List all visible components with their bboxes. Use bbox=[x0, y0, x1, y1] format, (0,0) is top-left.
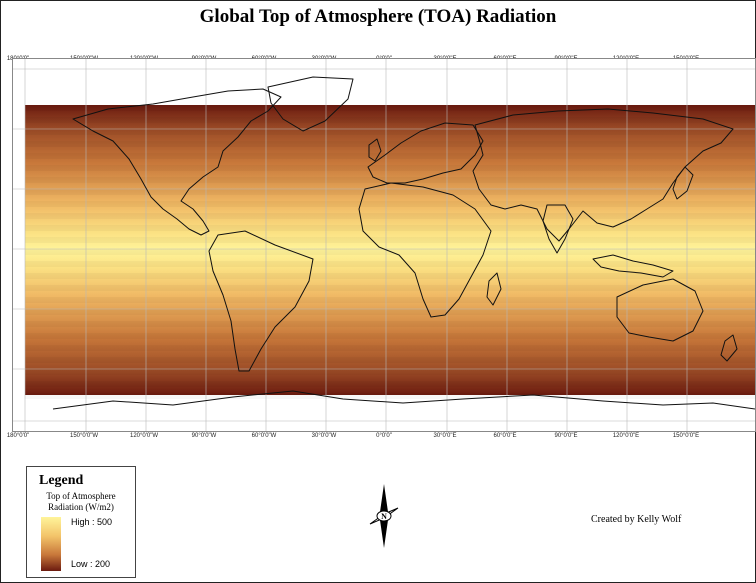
bottom-lon-label: 120°0'0"E bbox=[612, 433, 640, 439]
raster-band bbox=[25, 213, 755, 219]
raster-band bbox=[25, 297, 755, 303]
raster-band bbox=[25, 249, 755, 255]
raster-band bbox=[25, 393, 755, 399]
raster-band bbox=[25, 117, 755, 123]
japan-outline bbox=[672, 166, 694, 200]
raster-band bbox=[25, 357, 755, 363]
bottom-lon-label: 30°0'0"W bbox=[311, 433, 337, 439]
graticule bbox=[13, 59, 755, 431]
bottom-lon-label: 90°0'0"E bbox=[554, 433, 578, 439]
radiation-raster bbox=[25, 105, 755, 395]
antarctica-outline bbox=[52, 390, 756, 410]
asia-outline bbox=[472, 108, 734, 242]
madagascar-outline bbox=[486, 272, 502, 306]
raster-band bbox=[25, 345, 755, 351]
south-america-outline bbox=[208, 230, 314, 372]
uk-outline bbox=[368, 138, 382, 162]
raster-band bbox=[25, 321, 755, 327]
raster-band bbox=[25, 189, 755, 195]
bottom-lon-label: 0°0'0" bbox=[376, 433, 392, 439]
raster-band bbox=[25, 237, 755, 243]
indonesia-outline bbox=[592, 254, 674, 278]
raster-band bbox=[25, 201, 755, 207]
bottom-lon-label: 180°0'0" bbox=[6, 433, 30, 439]
raster-band bbox=[25, 225, 755, 231]
new-zealand-outline bbox=[720, 334, 738, 362]
bottom-lon-label: 150°0'0"W bbox=[69, 433, 99, 439]
bottom-lon-label: 30°0'0"E bbox=[433, 433, 457, 439]
raster-band bbox=[25, 309, 755, 315]
raster-band bbox=[25, 153, 755, 159]
north-america-outline bbox=[72, 88, 282, 236]
raster-band bbox=[25, 381, 755, 387]
map-title: Global Top of Atmosphere (TOA) Radiation bbox=[199, 6, 557, 27]
legend-box: Legend Top of Atmosphere Radiation (W/m2… bbox=[26, 466, 136, 578]
bottom-lon-label: 90°0'0"W bbox=[191, 433, 217, 439]
legend-title: Legend bbox=[39, 473, 84, 488]
raster-band bbox=[25, 141, 755, 147]
legend-low-label: Low : 200 bbox=[71, 559, 111, 569]
legend-subtitle-line2: Radiation (W/m2) bbox=[48, 502, 114, 512]
raster-band bbox=[25, 177, 755, 183]
north-arrow-icon: N bbox=[369, 484, 399, 548]
bottom-lon-label: 60°0'0"E bbox=[493, 433, 517, 439]
legend-high-label: High : 500 bbox=[71, 517, 113, 527]
map-svg bbox=[13, 59, 756, 431]
india-outline bbox=[542, 204, 574, 254]
bottom-lon-label: 150°0'0"E bbox=[672, 433, 700, 439]
map-panel bbox=[12, 58, 756, 432]
north-arrow-letter: N bbox=[381, 512, 387, 521]
raster-band bbox=[25, 285, 755, 291]
bottom-lon-label: 60°0'0"W bbox=[251, 433, 277, 439]
africa-outline bbox=[358, 182, 492, 318]
legend-subtitle: Top of Atmosphere Radiation (W/m2) bbox=[27, 491, 135, 513]
legend-color-ramp bbox=[41, 517, 61, 571]
legend-subtitle-line1: Top of Atmosphere bbox=[46, 491, 116, 501]
country-outlines bbox=[52, 76, 756, 410]
credit-text: Created by Kelly Wolf bbox=[591, 514, 682, 525]
australia-outline bbox=[616, 278, 704, 342]
greenland-outline bbox=[267, 76, 354, 132]
bottom-lon-label: 120°0'0"W bbox=[129, 433, 159, 439]
raster-band bbox=[25, 129, 755, 135]
raster-band bbox=[25, 369, 755, 375]
